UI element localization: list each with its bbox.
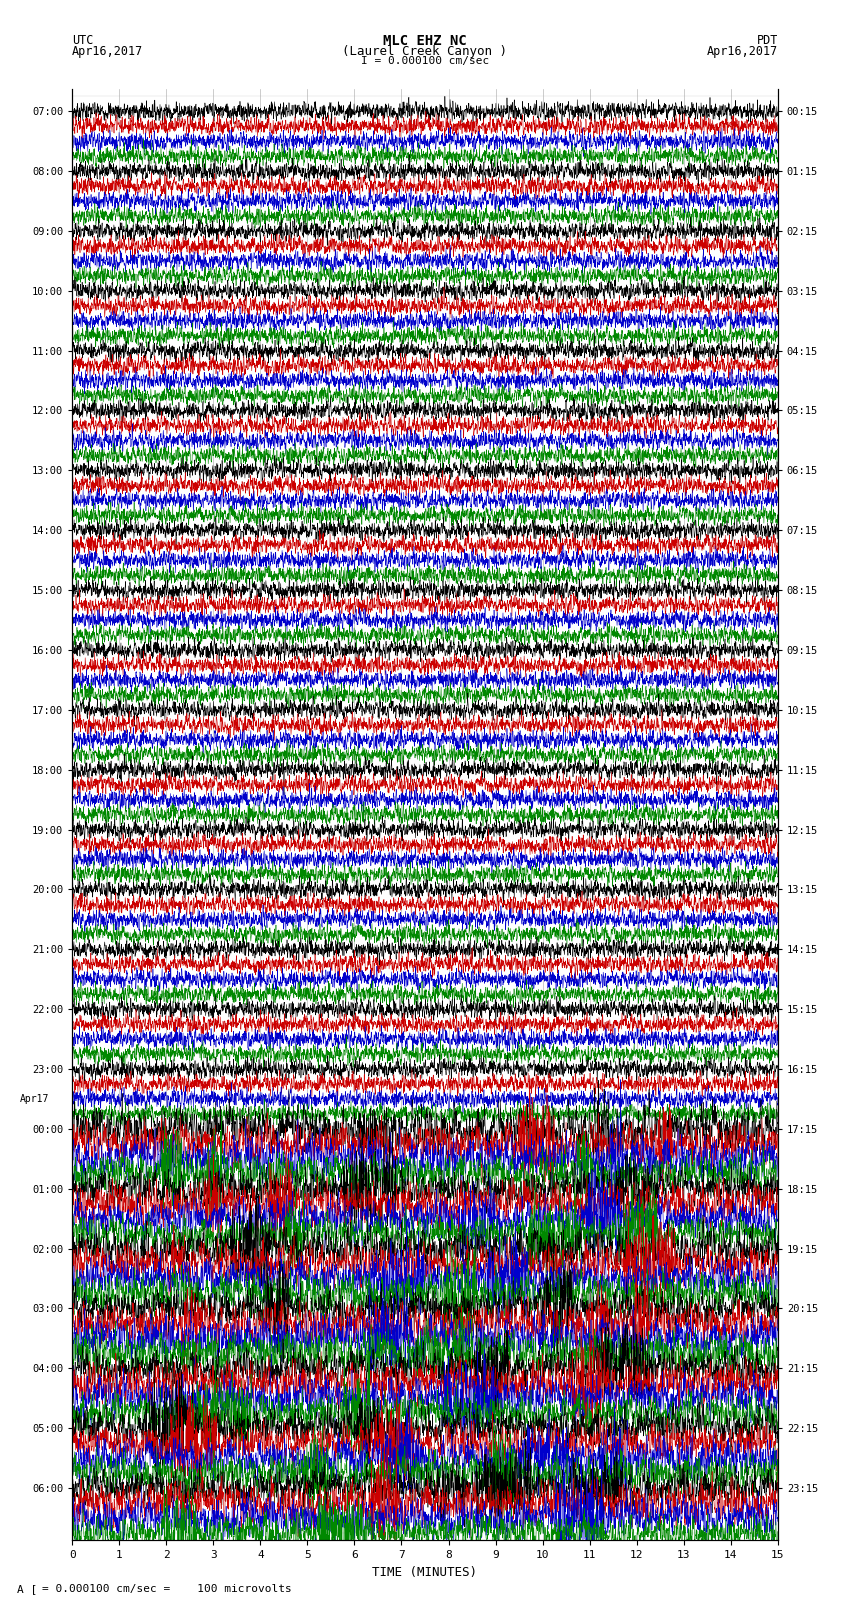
- Text: = 0.000100 cm/sec =    100 microvolts: = 0.000100 cm/sec = 100 microvolts: [42, 1584, 292, 1594]
- Text: Apr16,2017: Apr16,2017: [72, 45, 144, 58]
- Text: Apr16,2017: Apr16,2017: [706, 45, 778, 58]
- Text: (Laurel Creek Canyon ): (Laurel Creek Canyon ): [343, 45, 507, 58]
- Text: Apr17: Apr17: [20, 1094, 48, 1103]
- Text: PDT: PDT: [756, 34, 778, 47]
- Text: A [: A [: [17, 1584, 37, 1594]
- X-axis label: TIME (MINUTES): TIME (MINUTES): [372, 1566, 478, 1579]
- Text: I = 0.000100 cm/sec: I = 0.000100 cm/sec: [361, 56, 489, 66]
- Text: MLC EHZ NC: MLC EHZ NC: [383, 34, 467, 48]
- Text: UTC: UTC: [72, 34, 94, 47]
